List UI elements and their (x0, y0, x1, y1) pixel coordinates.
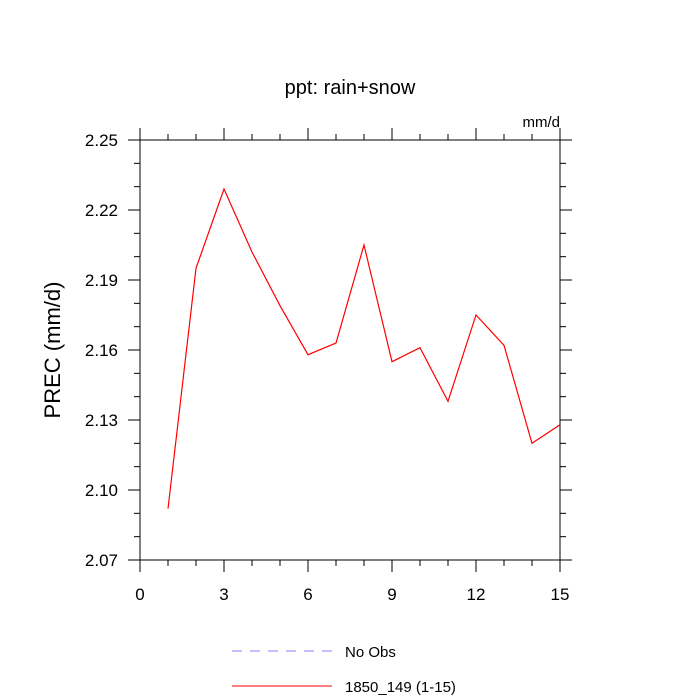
series-line-1850-149 (167, 187, 561, 509)
y-tick-label: 2.25 (85, 131, 118, 150)
y-tick-label: 2.13 (85, 411, 118, 430)
legend-label: No Obs (345, 644, 396, 661)
x-tick-label: 15 (551, 585, 570, 604)
plot-frame (139, 139, 561, 561)
y-tick-label: 2.16 (85, 341, 118, 360)
units-label: mm/d (523, 114, 561, 131)
legend-label: 1850_149 (1-15) (345, 679, 456, 696)
y-axis-label: PREC (mm/d) (40, 282, 65, 419)
y-tick-label: 2.22 (85, 201, 118, 220)
x-tick-label: 9 (387, 585, 396, 604)
y-tick-label: 2.10 (85, 481, 118, 500)
x-tick-label: 12 (467, 585, 486, 604)
y-tick-label: 2.19 (85, 271, 118, 290)
y-tick-label: 2.07 (85, 551, 118, 570)
x-tick-label: 6 (303, 585, 312, 604)
chart-title: ppt: rain+snow (285, 77, 416, 99)
x-tick-label: 3 (219, 585, 228, 604)
x-tick-label: 0 (135, 585, 144, 604)
